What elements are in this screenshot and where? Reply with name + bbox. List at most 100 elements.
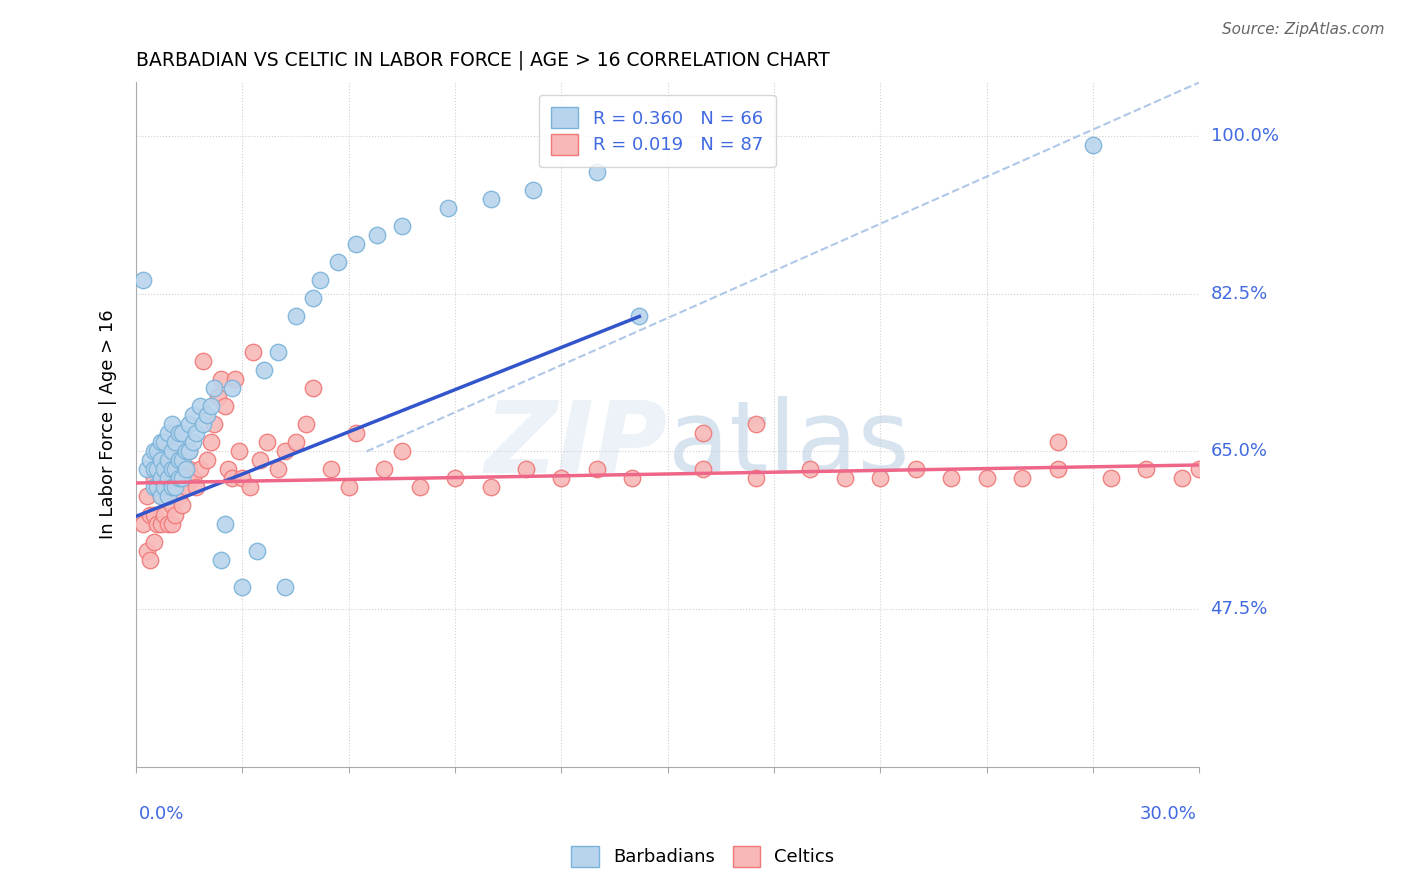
Point bbox=[139, 508, 162, 522]
Point bbox=[834, 471, 856, 485]
Point bbox=[188, 400, 211, 414]
Point bbox=[202, 381, 225, 395]
Point bbox=[344, 237, 367, 252]
Point bbox=[165, 453, 187, 467]
Point bbox=[142, 462, 165, 476]
Point bbox=[253, 363, 276, 377]
Point bbox=[1135, 462, 1157, 476]
Point bbox=[167, 453, 190, 467]
Point bbox=[904, 462, 927, 476]
Point bbox=[139, 552, 162, 566]
Point bbox=[246, 543, 269, 558]
Point bbox=[267, 462, 290, 476]
Point bbox=[179, 462, 201, 476]
Point bbox=[181, 409, 204, 423]
Point bbox=[444, 471, 467, 485]
Point bbox=[1046, 435, 1069, 450]
Point bbox=[522, 183, 544, 197]
Point bbox=[156, 516, 179, 531]
Point bbox=[156, 426, 179, 441]
Point bbox=[366, 228, 388, 243]
Point bbox=[132, 516, 155, 531]
Point bbox=[479, 193, 502, 207]
Point bbox=[391, 219, 413, 234]
Point bbox=[437, 202, 460, 216]
Point bbox=[160, 471, 183, 485]
Point bbox=[188, 462, 211, 476]
Point bbox=[153, 481, 176, 495]
Point bbox=[195, 409, 218, 423]
Point bbox=[745, 471, 768, 485]
Point bbox=[142, 508, 165, 522]
Point bbox=[207, 391, 229, 405]
Point bbox=[200, 435, 222, 450]
Point bbox=[309, 273, 332, 287]
Point bbox=[200, 400, 222, 414]
Point bbox=[209, 552, 232, 566]
Point bbox=[149, 453, 172, 467]
Point bbox=[209, 372, 232, 386]
Point bbox=[172, 426, 194, 441]
Point bbox=[179, 417, 201, 432]
Point bbox=[146, 516, 169, 531]
Point bbox=[295, 417, 318, 432]
Point bbox=[274, 580, 297, 594]
Point bbox=[249, 453, 271, 467]
Point bbox=[174, 444, 197, 458]
Point bbox=[976, 471, 998, 485]
Point bbox=[302, 381, 325, 395]
Text: 100.0%: 100.0% bbox=[1211, 128, 1278, 145]
Point bbox=[156, 490, 179, 504]
Point bbox=[132, 273, 155, 287]
Point bbox=[174, 462, 197, 476]
Point bbox=[231, 580, 253, 594]
Point bbox=[146, 481, 169, 495]
Point bbox=[186, 426, 208, 441]
Y-axis label: In Labor Force | Age > 16: In Labor Force | Age > 16 bbox=[100, 310, 117, 540]
Point bbox=[153, 481, 176, 495]
Point bbox=[242, 345, 264, 359]
Point bbox=[167, 490, 190, 504]
Point bbox=[586, 462, 609, 476]
Point bbox=[256, 435, 278, 450]
Point bbox=[153, 462, 176, 476]
Point bbox=[1046, 462, 1069, 476]
Text: 65.0%: 65.0% bbox=[1211, 442, 1268, 460]
Point bbox=[167, 426, 190, 441]
Point bbox=[146, 481, 169, 495]
Point bbox=[344, 426, 367, 441]
Point bbox=[179, 444, 201, 458]
Point bbox=[217, 462, 239, 476]
Point bbox=[181, 471, 204, 485]
Point bbox=[160, 499, 183, 513]
Point bbox=[692, 462, 714, 476]
Point bbox=[479, 481, 502, 495]
Text: ZIP: ZIP bbox=[485, 397, 668, 493]
Point bbox=[186, 481, 208, 495]
Point bbox=[153, 453, 176, 467]
Point bbox=[165, 508, 187, 522]
Point bbox=[135, 462, 157, 476]
Point bbox=[284, 310, 307, 324]
Point bbox=[149, 462, 172, 476]
Text: 30.0%: 30.0% bbox=[1140, 805, 1197, 823]
Point bbox=[139, 453, 162, 467]
Point bbox=[231, 471, 253, 485]
Point bbox=[149, 435, 172, 450]
Point bbox=[142, 481, 165, 495]
Legend: R = 0.360   N = 66, R = 0.019   N = 87: R = 0.360 N = 66, R = 0.019 N = 87 bbox=[538, 95, 776, 167]
Point bbox=[586, 165, 609, 179]
Point bbox=[172, 471, 194, 485]
Point bbox=[149, 490, 172, 504]
Point bbox=[408, 481, 430, 495]
Point bbox=[274, 444, 297, 458]
Point bbox=[149, 490, 172, 504]
Point bbox=[515, 462, 537, 476]
Point bbox=[149, 516, 172, 531]
Point bbox=[941, 471, 963, 485]
Text: BARBADIAN VS CELTIC IN LABOR FORCE | AGE > 16 CORRELATION CHART: BARBADIAN VS CELTIC IN LABOR FORCE | AGE… bbox=[136, 51, 830, 70]
Point bbox=[167, 462, 190, 476]
Point bbox=[156, 462, 179, 476]
Point bbox=[745, 417, 768, 432]
Point bbox=[142, 444, 165, 458]
